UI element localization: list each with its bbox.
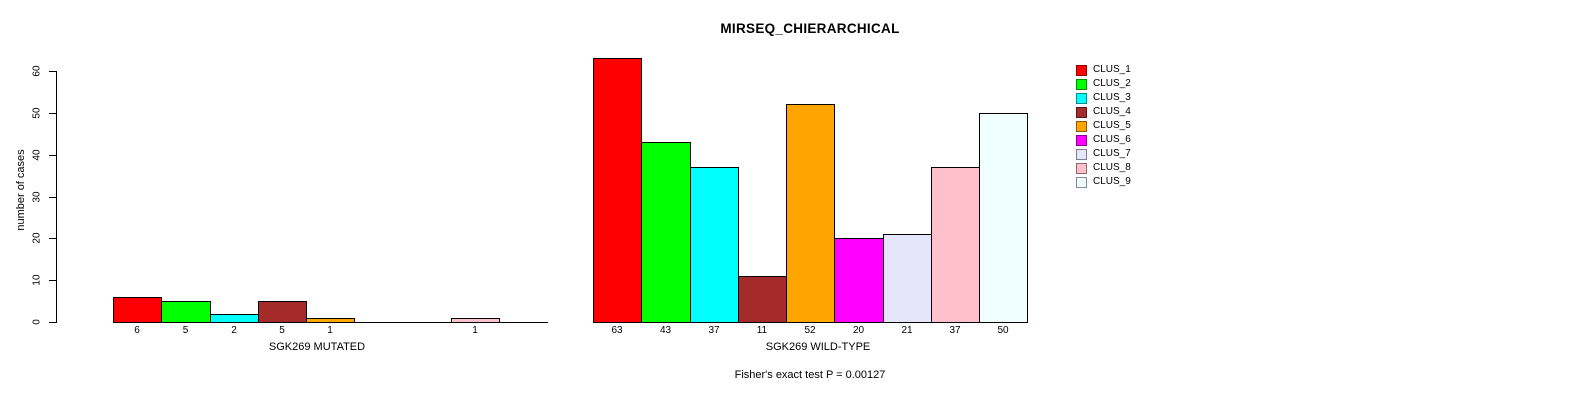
bar-clus_2 [161, 301, 211, 323]
legend-label: CLUS_7 [1093, 148, 1131, 159]
bar-value-label: 63 [611, 325, 623, 336]
bar-value-label: 6 [134, 325, 140, 336]
bar-value-label: 52 [804, 325, 816, 336]
legend-item-clus_6: CLUS_6 [1076, 133, 1131, 147]
bar-clus_5 [786, 104, 835, 323]
bar-value-label: 50 [997, 325, 1009, 336]
bar-value-label: 2 [231, 325, 237, 336]
legend-item-clus_4: CLUS_4 [1076, 105, 1131, 119]
y-tick [49, 155, 56, 156]
y-tick [49, 71, 56, 72]
bar-value-label: 5 [279, 325, 285, 336]
x-axis-label-mutated: SGK269 MUTATED [268, 341, 366, 353]
y-axis-title: number of cases [15, 149, 27, 231]
bar-clus_8 [931, 167, 980, 323]
legend-swatch-clus_3 [1076, 92, 1087, 104]
bar-clus_1 [593, 58, 642, 323]
bar-value-label: 37 [949, 325, 961, 336]
legend-item-clus_8: CLUS_8 [1076, 161, 1131, 175]
legend-swatch-clus_2 [1076, 78, 1087, 90]
bar-clus_6 [834, 238, 884, 323]
bar-clus_7 [883, 234, 932, 323]
legend-label: CLUS_3 [1093, 92, 1131, 103]
bar-value-label: 1 [472, 325, 478, 336]
legend-item-clus_7: CLUS_7 [1076, 147, 1131, 161]
y-tick-label: 60 [31, 65, 43, 77]
legend-item-clus_1: CLUS_1 [1076, 63, 1131, 77]
legend-item-clus_9: CLUS_9 [1076, 175, 1131, 189]
legend-item-clus_5: CLUS_5 [1076, 119, 1131, 133]
legend-swatch-clus_8 [1076, 162, 1087, 174]
legend-item-clus_3: CLUS_3 [1076, 91, 1131, 105]
bar-clus_8 [451, 318, 500, 323]
bar-value-label: 5 [182, 325, 189, 336]
legend-swatch-clus_7 [1076, 148, 1087, 160]
legend-swatch-clus_1 [1076, 64, 1087, 76]
x-axis-label-wildtype: SGK269 WILD-TYPE [765, 341, 871, 353]
legend-swatch-clus_5 [1076, 120, 1087, 132]
legend: CLUS_1 CLUS_2 CLUS_3 CLUS_4 CLUS_5 CLUS_6 CLUS… [1076, 63, 1131, 189]
y-tick [49, 280, 56, 281]
y-tick [49, 197, 56, 198]
chart-title: MIRSEQ_CHIERARCHICAL [720, 21, 900, 36]
bar-clus_4 [258, 301, 307, 323]
legend-label: CLUS_9 [1093, 176, 1131, 187]
y-axis-line [56, 71, 57, 323]
y-tick-label: 50 [31, 107, 43, 119]
bar-value-label: 20 [852, 325, 865, 336]
legend-label: CLUS_6 [1093, 134, 1131, 145]
legend-swatch-clus_4 [1076, 106, 1087, 118]
bar-clus_5 [306, 318, 355, 323]
legend-label: CLUS_5 [1093, 120, 1131, 131]
legend-label: CLUS_8 [1093, 162, 1131, 173]
legend-swatch-clus_9 [1076, 176, 1087, 188]
legend-label: CLUS_2 [1093, 78, 1131, 89]
y-tick-label: 40 [31, 149, 43, 161]
bar-clus_3 [690, 167, 739, 323]
y-tick [49, 238, 56, 239]
legend-swatch-clus_6 [1076, 134, 1087, 146]
bar-clus_2 [641, 142, 691, 323]
y-tick-label: 30 [31, 191, 43, 203]
bar-value-label: 37 [708, 325, 720, 336]
y-tick-label: 20 [31, 232, 43, 244]
bar-clus_1 [113, 297, 162, 323]
y-tick [49, 113, 56, 114]
y-tick-label: 0 [31, 319, 43, 325]
bar-value-label: 1 [327, 325, 333, 336]
legend-label: CLUS_4 [1093, 106, 1131, 117]
y-tick [49, 322, 56, 323]
bar-value-label: 43 [659, 325, 672, 336]
legend-label: CLUS_1 [1093, 64, 1131, 75]
bar-clus_3 [210, 314, 259, 323]
bar-value-label: 11 [756, 325, 768, 336]
fisher-test-annotation: Fisher's exact test P = 0.00127 [734, 369, 886, 381]
legend-item-clus_2: CLUS_2 [1076, 77, 1131, 91]
bar-value-label: 21 [901, 325, 913, 336]
bar-clus_9 [979, 113, 1028, 323]
y-tick-label: 10 [31, 274, 43, 286]
bar-clus_4 [738, 276, 787, 323]
